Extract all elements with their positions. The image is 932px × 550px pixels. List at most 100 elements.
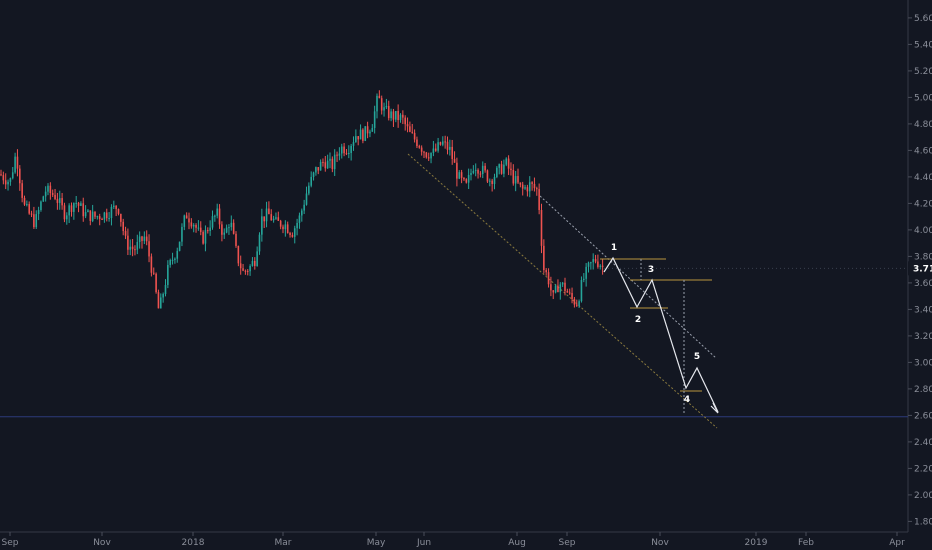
wave-label: 2 (635, 315, 641, 325)
candle (371, 124, 374, 132)
candle (496, 166, 498, 179)
candle (559, 282, 562, 300)
y-tick-label: 5.60 (914, 14, 932, 24)
candle (350, 143, 352, 161)
candle (547, 268, 550, 288)
candle (364, 126, 367, 142)
candle (207, 227, 209, 234)
x-tick-label: Aug (508, 538, 526, 548)
candle (383, 102, 385, 117)
candle (308, 182, 310, 196)
candle (399, 113, 402, 123)
candle (70, 202, 73, 217)
candle (228, 224, 230, 235)
candle (338, 147, 341, 161)
wave-label: 4 (684, 395, 690, 405)
candle (514, 170, 517, 192)
candle (143, 231, 146, 245)
candle (192, 223, 195, 233)
y-tick-label: 3.80 (914, 252, 932, 262)
candle (258, 232, 261, 255)
candle (47, 183, 49, 196)
candle (369, 129, 371, 138)
candle (289, 231, 291, 238)
candle (167, 260, 169, 289)
candle (195, 223, 197, 233)
candle (157, 289, 160, 309)
candle (434, 143, 437, 152)
candle (171, 252, 174, 265)
candle (127, 228, 129, 256)
candle (124, 226, 127, 240)
candle (197, 220, 200, 231)
candle (552, 290, 555, 300)
candle (282, 224, 284, 234)
candle (319, 159, 322, 171)
candle (479, 171, 482, 178)
x-tick-label: Jun (416, 538, 431, 548)
y-tick-label: 3.40 (914, 305, 932, 315)
candle (145, 230, 148, 246)
candle (19, 165, 21, 191)
candle (298, 212, 301, 229)
candle (80, 201, 82, 207)
candle (500, 160, 503, 175)
candle (14, 152, 16, 174)
candle (44, 186, 47, 202)
candle (592, 253, 594, 270)
candle (56, 192, 59, 210)
candle (390, 108, 392, 122)
candle (272, 215, 275, 223)
candle (265, 201, 268, 228)
candle (601, 258, 604, 275)
candle (554, 284, 557, 294)
candle (120, 213, 122, 227)
candle (263, 216, 265, 228)
candle (343, 142, 345, 157)
candle (181, 223, 183, 247)
y-tick-label: 4.20 (914, 199, 932, 209)
candle (465, 178, 468, 184)
x-tick-label: Mar (275, 538, 292, 548)
candle (472, 165, 475, 175)
candle (406, 117, 409, 133)
candle (16, 149, 19, 177)
candle (249, 264, 251, 276)
candle (98, 213, 101, 226)
candle (91, 204, 94, 223)
candle (380, 95, 383, 115)
candle (498, 163, 500, 175)
candle (507, 155, 510, 176)
candle (564, 277, 566, 296)
candle (30, 210, 33, 218)
candle (51, 189, 54, 197)
candle (310, 171, 312, 188)
y-tick-label: 3.20 (914, 332, 932, 342)
candle (477, 168, 479, 179)
candle (277, 211, 280, 221)
candle (84, 205, 87, 219)
y-tick-label: 4.60 (914, 146, 932, 156)
candle (418, 144, 421, 149)
y-tick-label: 5.40 (914, 40, 932, 50)
candle (505, 157, 508, 167)
candle (376, 93, 378, 119)
candle (169, 258, 171, 268)
candle (268, 201, 270, 215)
candle (305, 186, 308, 206)
candle (467, 168, 470, 190)
candle (420, 145, 423, 156)
candle (58, 190, 61, 210)
candle (524, 184, 526, 190)
candle (61, 192, 63, 210)
candle (214, 214, 216, 222)
candle (315, 166, 317, 176)
candle (416, 136, 418, 149)
x-tick-label: Sep (559, 538, 576, 548)
candle (9, 177, 12, 186)
candle (430, 152, 432, 164)
y-tick-label: 2.60 (914, 411, 932, 421)
candle (11, 167, 14, 180)
candle (136, 234, 139, 255)
